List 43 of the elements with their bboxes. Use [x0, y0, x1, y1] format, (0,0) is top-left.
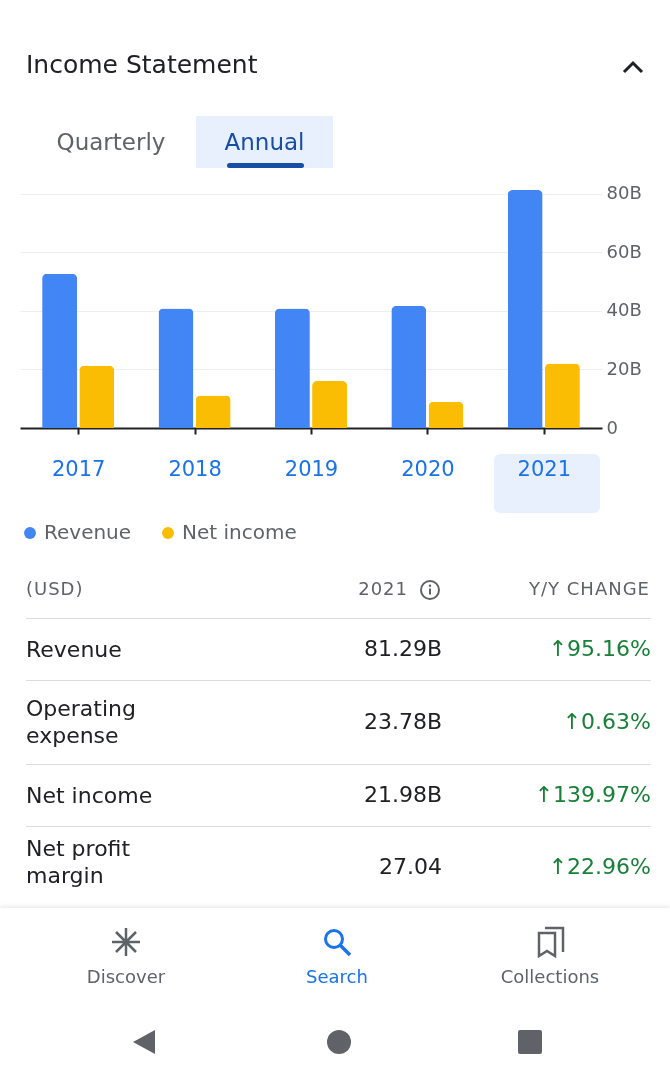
bar — [79, 365, 115, 428]
y-tick-label: 0 — [606, 416, 618, 438]
text: Net income — [26, 782, 154, 809]
bar — [544, 363, 580, 428]
bar — [42, 273, 78, 428]
text: ↑139.97% — [534, 782, 651, 807]
text: Discover — [85, 966, 167, 987]
y-tick-label: 60B — [606, 240, 642, 262]
text: ↑95.16% — [548, 636, 651, 661]
text: ↑0.63% — [562, 709, 651, 734]
bar — [158, 308, 194, 428]
text: 27.04 — [379, 854, 442, 879]
text: 2021 — [358, 578, 408, 599]
bar — [274, 308, 310, 428]
x-tick-label: 2020 — [401, 456, 455, 481]
x-tick-label: 2019 — [284, 456, 339, 481]
text: Search — [305, 966, 369, 987]
text: Net profit margin — [26, 835, 132, 889]
text: 81.29B — [363, 636, 442, 661]
text: (USD) — [26, 578, 84, 599]
bar — [507, 190, 543, 428]
text: Collections — [499, 966, 601, 987]
bar — [391, 305, 427, 428]
bar — [195, 395, 231, 428]
x-tick-label: 2021 — [517, 456, 572, 481]
text: Annual — [196, 116, 333, 168]
text: Revenue — [26, 636, 123, 663]
x-tick-label: 2018 — [168, 456, 222, 481]
text: Operating expense — [26, 695, 137, 749]
x-tick-label: 2017 — [51, 456, 106, 481]
text: 23.78B — [363, 709, 442, 734]
y-tick-label: 80B — [606, 182, 642, 204]
legend-label: Revenue — [44, 520, 132, 544]
legend-label: Net income — [182, 520, 297, 544]
bar — [312, 380, 348, 428]
chart-title: Income Statement — [26, 50, 258, 79]
bar — [428, 401, 464, 428]
text: 21.98B — [363, 782, 442, 807]
text: Y/Y CHANGE — [529, 578, 650, 599]
text: ↑22.96% — [548, 854, 651, 879]
text: Quarterly — [55, 128, 167, 157]
y-tick-label: 20B — [606, 357, 642, 379]
y-tick-label: 40B — [606, 299, 642, 321]
